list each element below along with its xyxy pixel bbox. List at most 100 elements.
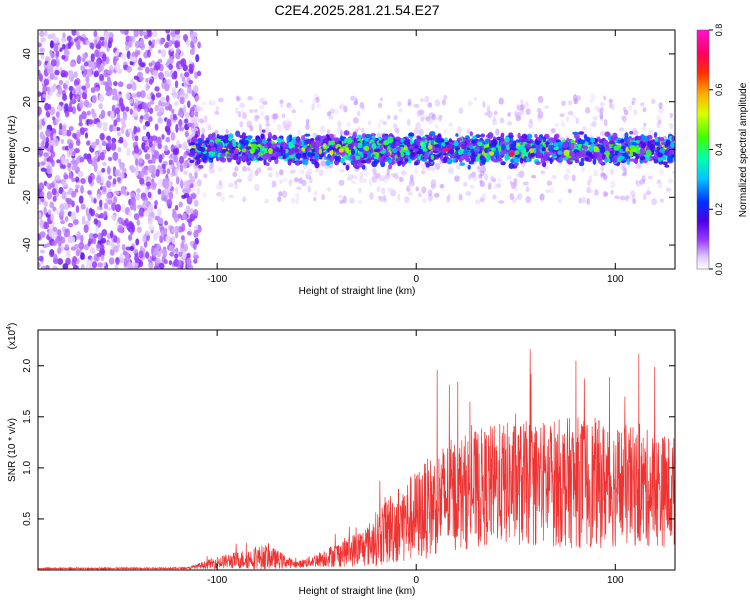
heatmap-cell [183, 34, 188, 41]
heatmap-cell [101, 110, 106, 119]
heatmap-cell [108, 41, 112, 49]
heatmap-cell [268, 148, 273, 154]
heatmap-cell [55, 210, 60, 214]
heatmap-cell [113, 245, 119, 252]
heatmap-cell [113, 81, 118, 86]
heatmap-cell [121, 105, 126, 112]
heatmap-cell [329, 145, 333, 151]
heatmap-cell [458, 149, 463, 155]
heatmap-cell [139, 40, 145, 47]
heatmap-cell [416, 139, 421, 142]
heatmap-cell [568, 100, 572, 105]
heatmap-cell [655, 142, 660, 146]
heatmap-cell [610, 181, 616, 188]
heatmap-cell [191, 194, 196, 200]
heatmap-cell [558, 199, 562, 203]
heatmap-cell [186, 205, 191, 214]
heatmap-cell [121, 53, 127, 60]
heatmap-cell [227, 159, 231, 163]
heatmap-cell [69, 91, 72, 100]
heatmap-cell [238, 111, 241, 118]
heatmap-cell [201, 127, 204, 134]
heatmap-cell [62, 128, 67, 137]
heatmap-cell [44, 115, 47, 122]
heatmap-cell [183, 105, 186, 114]
heatmap-cell [121, 125, 125, 134]
heatmap-cell [85, 76, 89, 83]
heatmap-cell [343, 106, 347, 113]
snr-y-exponent-base: (x10 [7, 329, 18, 349]
heatmap-cell [66, 159, 69, 164]
heatmap-cell [101, 238, 106, 244]
heatmap-cell [179, 201, 183, 207]
heatmap-cell [198, 139, 204, 143]
heatmap-cell [294, 148, 298, 152]
heatmap-peak [443, 147, 449, 152]
heatmap-cell [101, 255, 105, 262]
heatmap-cell [346, 165, 350, 171]
heatmap-cell [473, 175, 477, 182]
heatmap-cell [64, 103, 68, 111]
heatmap-cell [381, 187, 386, 194]
heatmap-cell [103, 40, 107, 48]
heatmap-cell [43, 222, 49, 229]
heatmap-cell [492, 195, 497, 200]
heatmap-cell [296, 153, 301, 159]
heatmap-cell [481, 193, 485, 200]
heatmap-cell [421, 170, 425, 174]
heatmap-cell [96, 44, 102, 49]
heatmap-cell [193, 252, 196, 257]
heatmap-cell [158, 49, 161, 53]
heatmap-cell [120, 27, 126, 34]
heatmap-cell [516, 173, 520, 178]
heatmap-cell [107, 166, 111, 175]
heatmap-cell [154, 86, 159, 92]
heatmap-cell [172, 92, 178, 99]
heatmap-cell [290, 170, 296, 174]
heatmap-cell [96, 175, 101, 184]
heatmap-cell [49, 91, 53, 97]
heatmap-cell [239, 121, 243, 127]
spectrogram-chart: -100 0 100 -40-2002040 Height of straight … [7, 27, 677, 297]
heatmap-cell [628, 105, 632, 110]
heatmap-cell [354, 142, 358, 146]
heatmap-cell [91, 53, 95, 62]
heatmap-cell [234, 149, 239, 154]
heatmap-cell [134, 145, 139, 154]
heatmap-cell [659, 102, 663, 109]
heatmap-cell [84, 224, 89, 233]
heatmap-cell [45, 265, 50, 272]
heatmap-cell [171, 132, 174, 141]
heatmap-cell [254, 184, 260, 192]
heatmap-cell [70, 61, 76, 67]
heatmap-cell [557, 150, 562, 155]
heatmap-cell [210, 147, 216, 152]
heatmap-cell [291, 109, 296, 113]
heatmap-cell [327, 187, 330, 192]
heatmap-cell [65, 244, 69, 250]
heatmap-cell [428, 102, 433, 108]
heatmap-cell [160, 38, 164, 44]
heatmap-cell [67, 163, 71, 168]
heatmap-cell [105, 92, 111, 96]
heatmap-cell [634, 130, 639, 135]
heatmap-cell [129, 99, 133, 104]
heatmap-cell [500, 161, 506, 165]
heatmap-cell [57, 229, 61, 236]
heatmap-cell [459, 107, 463, 114]
x-tick-label: -100 [207, 274, 227, 285]
heatmap-cell [88, 241, 91, 247]
heatmap-cell [38, 182, 44, 191]
heatmap-cell [620, 139, 624, 143]
heatmap-cell [180, 164, 184, 172]
heatmap-cell [157, 138, 161, 143]
heatmap-cell [138, 251, 143, 259]
heatmap-cell [232, 140, 236, 144]
heatmap-cell [254, 109, 258, 113]
heatmap-cell [195, 95, 199, 101]
heatmap-cell [242, 166, 247, 171]
heatmap-cell [71, 178, 75, 182]
heatmap-cell [552, 154, 555, 158]
heatmap-cell [62, 32, 65, 38]
heatmap-cell [380, 175, 386, 181]
